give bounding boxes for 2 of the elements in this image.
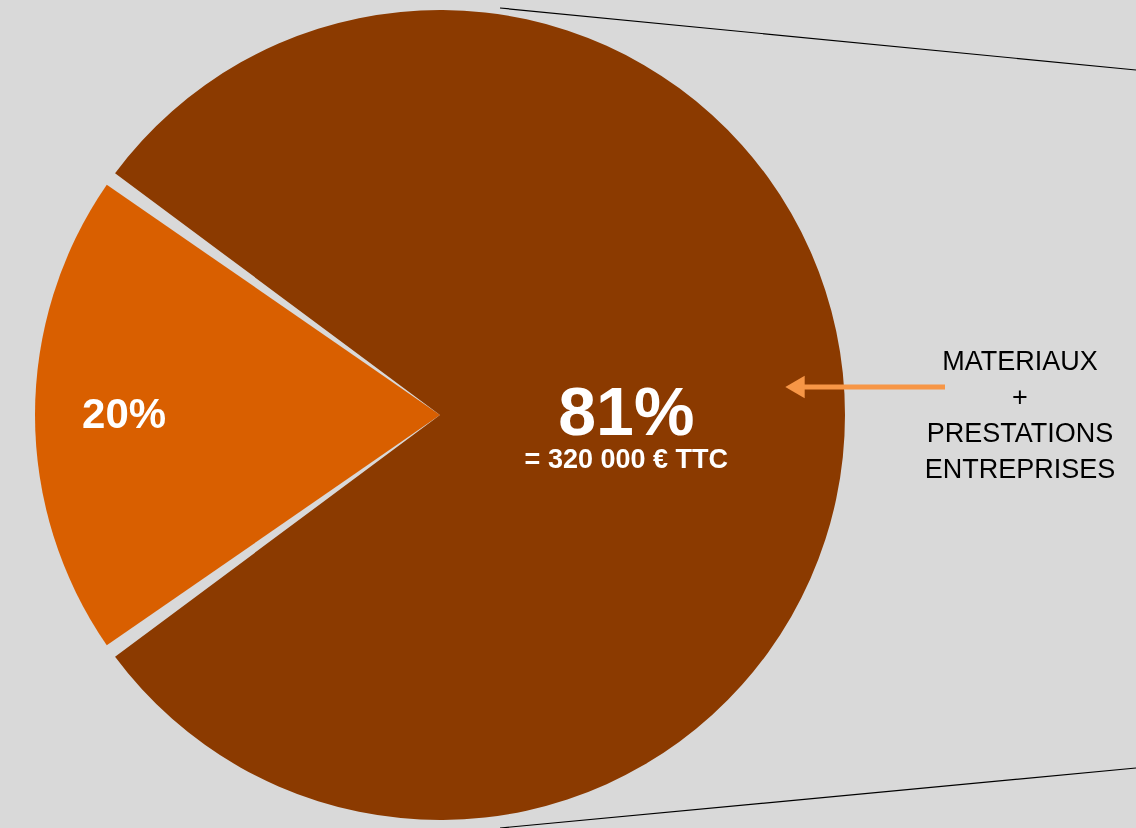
text: MATERIAUX + PRESTATIONS ENTREPRISES [924, 346, 1116, 484]
data-label: 20% [82, 390, 167, 437]
